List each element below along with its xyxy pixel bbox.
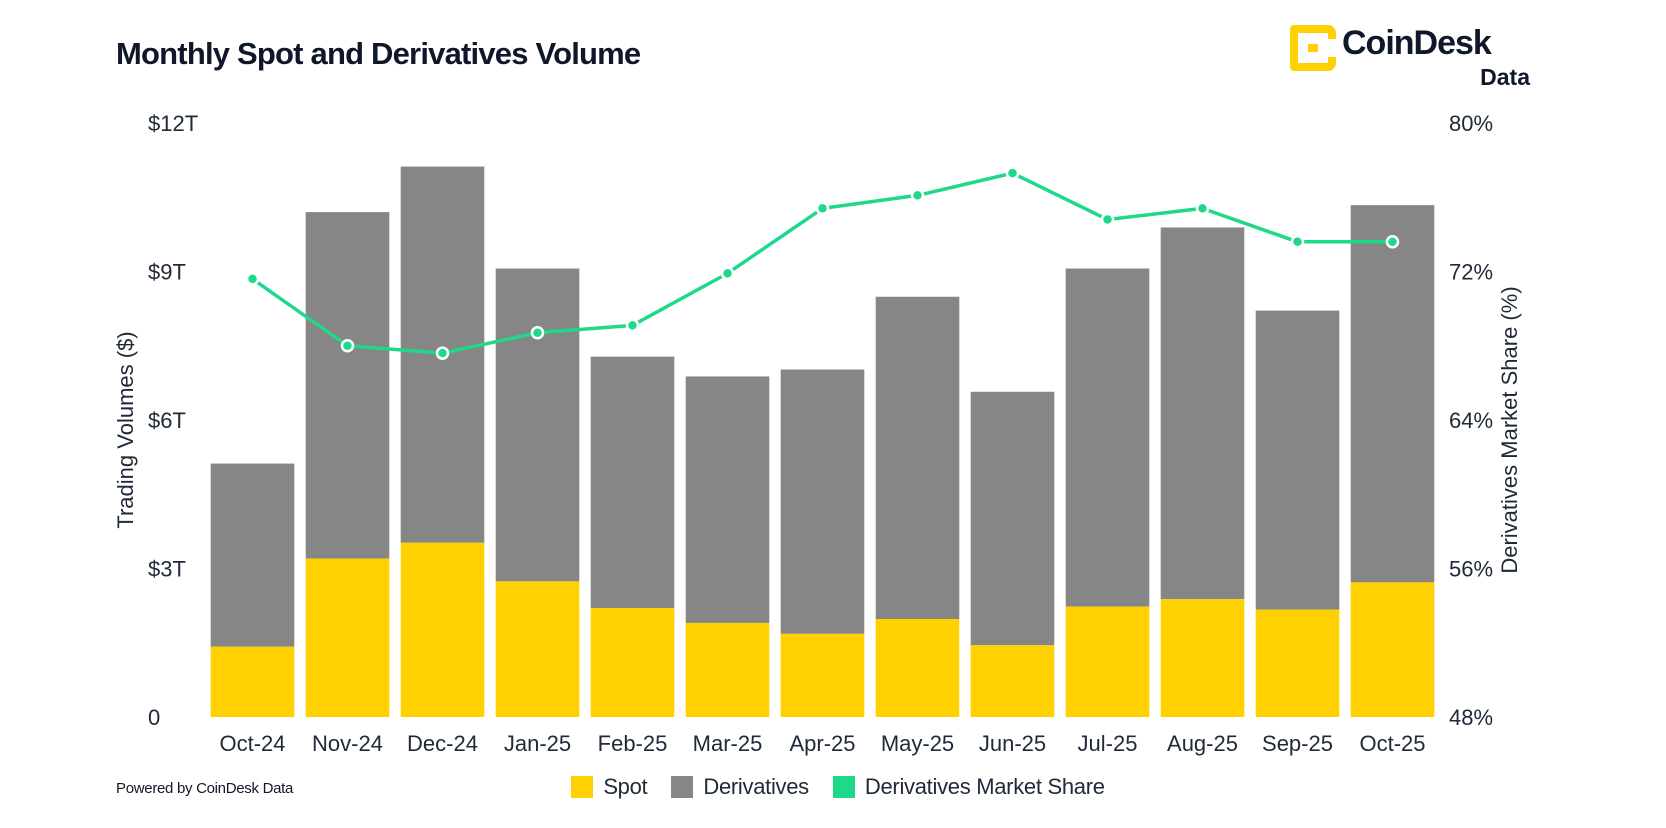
y-axis-left: 0 $3T $6T $9T $12T	[148, 111, 198, 730]
bar-derivatives	[1065, 268, 1150, 607]
bar-spot	[875, 618, 960, 717]
legend-derivatives[interactable]: Derivatives	[671, 774, 809, 800]
x-tick-label: Apr-25	[789, 731, 855, 756]
bar-spot	[1160, 599, 1245, 717]
share-point	[1195, 201, 1210, 216]
x-tick-label: Sep-25	[1262, 731, 1333, 756]
share-point	[720, 266, 735, 281]
bar-spot	[970, 645, 1055, 717]
y-left-tick-label: $3T	[148, 557, 186, 582]
share-point	[1005, 166, 1020, 180]
legend-share-label: Derivatives Market Share	[864, 774, 1105, 799]
y-left-tick-label: $9T	[148, 260, 186, 285]
x-tick-label: Nov-24	[312, 731, 383, 756]
brand-sub: Data	[1480, 64, 1530, 90]
bar-derivatives	[780, 369, 865, 634]
y-left-tick-label: $12T	[148, 111, 198, 136]
share-point	[1290, 235, 1305, 249]
bar-derivatives	[1160, 227, 1245, 600]
legend-spot-label: Spot	[603, 774, 648, 799]
x-tick-label: Dec-24	[407, 731, 478, 756]
y-right-tick-label: 48%	[1449, 705, 1493, 730]
y-axis-right-title: Derivatives Market Share (%)	[1497, 286, 1522, 573]
legend: Spot Derivatives Derivatives Market Shar…	[0, 774, 1666, 800]
bar-spot	[590, 608, 675, 717]
share-point	[1385, 235, 1400, 249]
share-point	[435, 346, 450, 360]
bar-derivatives	[210, 463, 295, 647]
bar-spot	[1065, 606, 1150, 717]
x-tick-label: Feb-25	[598, 731, 668, 756]
legend-derivatives-label: Derivatives	[703, 774, 809, 799]
bar-derivatives	[685, 376, 770, 623]
bar-spot	[495, 581, 580, 717]
legend-spot[interactable]: Spot	[571, 774, 648, 800]
bar-group	[210, 166, 1435, 717]
share-point	[530, 326, 545, 340]
share-point	[625, 318, 640, 333]
share-point	[815, 201, 830, 216]
x-tick-label: Aug-25	[1167, 731, 1238, 756]
bar-spot	[1255, 609, 1340, 717]
bar-spot	[210, 646, 295, 717]
bar-spot	[1350, 582, 1435, 717]
y-axis-right: 48% 56% 64% 72% 80%	[1449, 111, 1493, 730]
bar-spot	[780, 633, 865, 717]
y-right-tick-label: 64%	[1449, 408, 1493, 433]
x-tick-label: Jul-25	[1078, 731, 1138, 756]
share-point	[340, 339, 355, 353]
x-tick-label: Oct-24	[219, 731, 285, 756]
x-tick-label: Jun-25	[979, 731, 1046, 756]
legend-derivatives-swatch	[671, 776, 694, 798]
brand-name: CoinDesk	[1342, 24, 1492, 62]
bar-derivatives	[305, 212, 390, 559]
bar-spot	[305, 558, 390, 717]
bar-spot	[400, 542, 485, 717]
y-right-tick-label: 56%	[1449, 557, 1493, 582]
bar-spot	[685, 622, 770, 717]
bar-derivatives	[590, 356, 675, 609]
share-point	[245, 272, 260, 286]
share-point	[1100, 212, 1115, 227]
coindesk-logo-icon	[1290, 25, 1336, 71]
x-axis: Oct-24 Nov-24 Dec-24 Jan-25 Feb-25 Mar-25 Apr-…	[219, 731, 1425, 756]
legend-share-swatch	[832, 776, 855, 798]
powered-by: Powered by CoinDesk Data	[116, 780, 294, 797]
coindesk-logo: CoinDesk Data	[1290, 22, 1530, 92]
legend-share[interactable]: Derivatives Market Share	[832, 774, 1105, 800]
x-tick-label: Jan-25	[504, 731, 571, 756]
y-right-tick-label: 72%	[1449, 260, 1493, 285]
y-left-tick-label: 0	[148, 705, 160, 730]
bar-derivatives	[495, 268, 580, 582]
x-tick-label: May-25	[881, 731, 954, 756]
y-axis-left-title: Trading Volumes ($)	[113, 331, 138, 528]
bar-derivatives	[875, 296, 960, 619]
share-point	[910, 188, 925, 203]
y-right-tick-label: 80%	[1449, 111, 1493, 136]
chart-title: Monthly Spot and Derivatives Volume	[116, 36, 641, 71]
bar-derivatives	[1255, 310, 1340, 610]
legend-spot-swatch	[571, 776, 594, 798]
share-line-group	[245, 166, 1400, 360]
bar-derivatives	[970, 391, 1055, 646]
y-left-tick-label: $6T	[148, 408, 186, 433]
x-tick-label: Mar-25	[693, 731, 763, 756]
x-tick-label: Oct-25	[1359, 731, 1425, 756]
bar-derivatives	[1350, 205, 1435, 583]
